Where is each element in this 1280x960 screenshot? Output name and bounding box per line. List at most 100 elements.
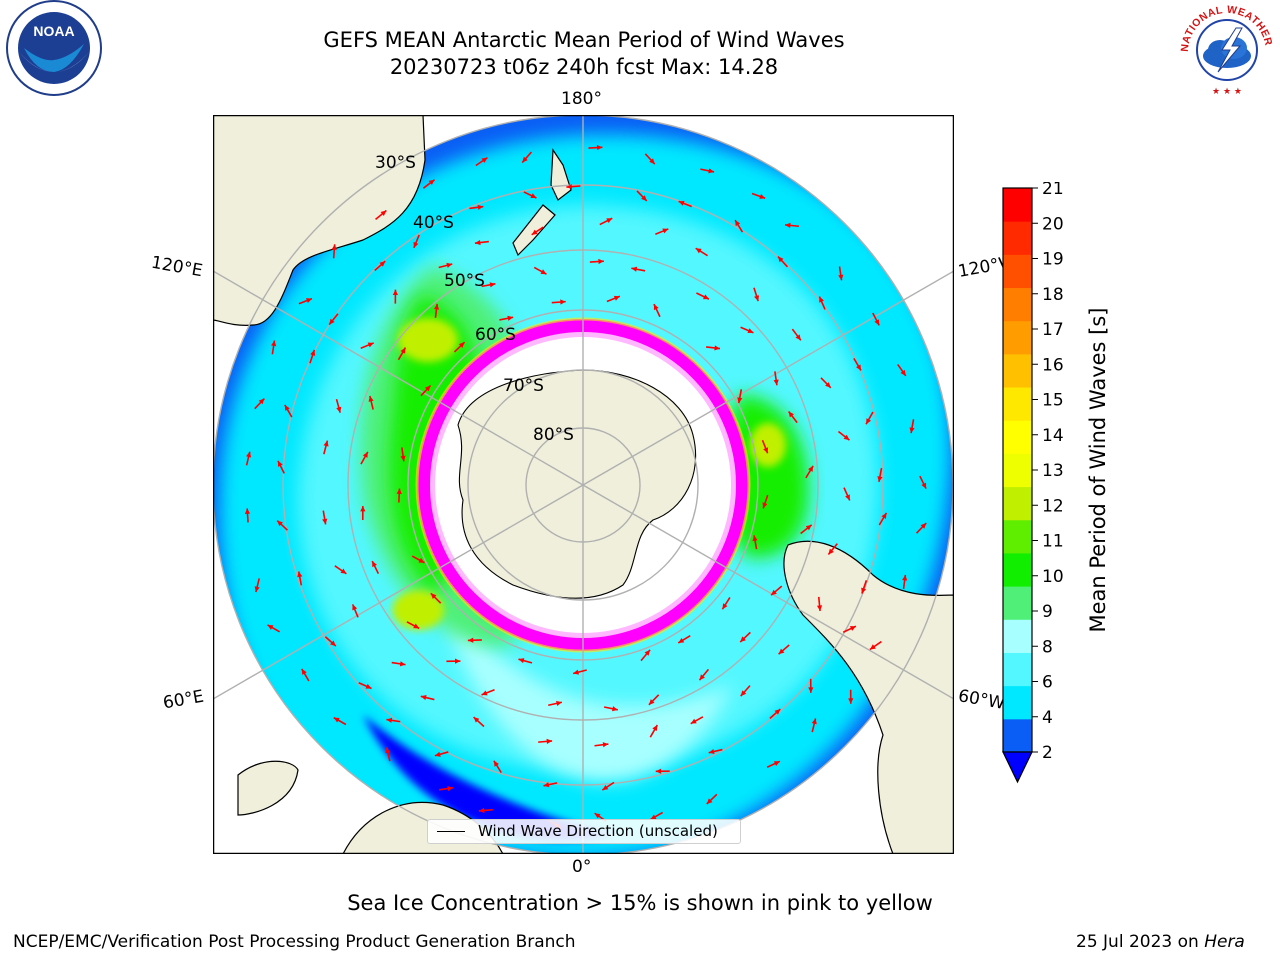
- colorbar-band: [1003, 387, 1032, 421]
- wave-direction-arrowhead: [722, 603, 728, 610]
- wave-direction-arrowhead: [573, 669, 580, 675]
- wave-direction-arrowhead: [560, 299, 566, 305]
- wave-direction-arrowhead: [866, 418, 872, 425]
- wave-direction-arrowhead: [678, 637, 685, 643]
- colorbar-tick-label: 10: [1042, 567, 1064, 587]
- colorbar-band: [1003, 718, 1032, 753]
- nws-logo: NATIONAL WEATHER SERVICE ★ ★ ★: [1174, 0, 1275, 98]
- colorbar-band: [1003, 254, 1032, 289]
- wave-direction-arrowhead: [773, 761, 780, 766]
- wave-direction-arrowhead: [735, 220, 741, 227]
- wave-direction-arrowhead: [246, 451, 252, 458]
- wave-direction-arrowhead: [474, 239, 481, 246]
- colorbar-band: [1003, 652, 1032, 687]
- wave-direction-arrowhead: [489, 282, 496, 288]
- credit-right: 25 Jul 2023 on Hera: [1076, 932, 1245, 952]
- wave-direction-arrowhead: [323, 440, 329, 447]
- wave-direction-arrowhead: [352, 604, 358, 611]
- wave-direction-arrowhead: [454, 658, 461, 664]
- map-border: [213, 115, 954, 854]
- colorbar-band: [1003, 619, 1032, 653]
- wave-direction-arrowhead: [845, 494, 850, 501]
- colorbar-band: [1003, 486, 1032, 521]
- wave-direction-arrowhead: [828, 548, 834, 555]
- colorbar-tick-label: 15: [1042, 391, 1064, 411]
- wave-direction-arrowhead: [424, 385, 431, 392]
- wave-direction-arrowhead: [644, 649, 651, 656]
- wave-direction-arrowhead: [788, 411, 794, 418]
- colorbar-band: [1003, 287, 1032, 322]
- wave-direction-arrowhead: [447, 785, 454, 792]
- wave-direction-arrowhead: [379, 261, 386, 267]
- lon-label-120e: 120°E: [149, 252, 205, 282]
- noaa-logo-text: NOAA: [33, 23, 74, 39]
- colorbar-underflow: [1002, 751, 1033, 784]
- graticule: [213, 115, 954, 854]
- colorbar-band: [1003, 519, 1032, 554]
- lon-label-60e: 60°E: [161, 686, 206, 714]
- wave-direction-arrowhead: [825, 382, 831, 388]
- sea-ice-note: Sea Ice Concentration > 15% is shown in …: [347, 891, 933, 915]
- wave-direction-arrowhead: [695, 248, 702, 254]
- wave-direction-arrowhead: [702, 294, 709, 300]
- wave-direction-arrowhead: [920, 523, 927, 529]
- polar-map[interactable]: 30°S 40°S 50°S 60°S 70°S 80°S: [213, 115, 954, 854]
- wave-direction-arrowhead: [752, 535, 758, 542]
- wave-direction-arrowhead: [653, 304, 659, 311]
- wave-direction-arrowhead: [362, 451, 368, 458]
- wave-direction-arrowhead: [430, 593, 437, 599]
- wave-direction-arrowhead: [650, 814, 657, 820]
- wave-direction-arrowhead: [310, 349, 316, 356]
- wave-direction-arrowhead: [819, 296, 824, 303]
- wave-direction-arrowhead: [602, 784, 609, 791]
- wave-direction-arrowhead: [522, 156, 528, 163]
- wave-direction-arrowhead: [546, 738, 553, 744]
- colorbar-tick-label: 18: [1042, 285, 1064, 305]
- wave-direction-arrowhead: [467, 637, 474, 643]
- wave-direction-arrowhead: [372, 561, 377, 568]
- wave-direction-arrowhead: [267, 624, 274, 630]
- colorbar-tick-label: 2: [1042, 743, 1053, 763]
- wave-direction-arrowhead: [530, 193, 537, 199]
- credit-left: NCEP/EMC/Verification Post Processing Pr…: [13, 932, 576, 952]
- wave-direction-arrowhead: [714, 345, 720, 351]
- legend-label: Wind Wave Direction (unscaled): [478, 822, 718, 840]
- wave-direction-arrowhead: [556, 700, 562, 706]
- credit-host: Hera: [1204, 932, 1245, 952]
- wave-direction-arrowhead: [874, 319, 880, 326]
- colorbar-tick-label: 14: [1042, 426, 1064, 446]
- wave-direction-arrowhead: [254, 586, 260, 593]
- colorbar-band: [1003, 320, 1032, 355]
- wave-direction-arrowhead: [478, 807, 485, 814]
- wave-direction-arrowhead: [641, 195, 647, 201]
- wave-direction-arrowhead: [271, 340, 277, 347]
- colorbar-band: [1003, 552, 1032, 587]
- wave-direction-arrowhead: [400, 347, 406, 354]
- wave-direction-arrowhead: [759, 193, 766, 199]
- wave-direction-arrowhead: [330, 640, 336, 647]
- wave-direction-arrowhead: [434, 751, 441, 757]
- wave-direction-arrowhead: [368, 395, 374, 402]
- antarctica: [457, 369, 697, 599]
- wave-direction-arrowhead: [481, 157, 488, 163]
- wave-direction-arrowhead: [795, 334, 801, 341]
- colorbar-tick-label: 8: [1042, 637, 1053, 657]
- wave-direction-arrowhead: [433, 303, 440, 310]
- wave-direction-arrowhead: [740, 690, 747, 697]
- colorbar-label: Mean Period of Wind Waves [s]: [1086, 307, 1110, 633]
- wave-direction-arrowhead: [420, 695, 427, 701]
- wave-direction-arrowhead: [518, 658, 525, 664]
- lat-label-80s: 80°S: [533, 425, 574, 445]
- lat-label-50s: 50°S: [444, 271, 485, 291]
- legend-line-icon: [437, 831, 465, 832]
- wave-direction-arrowhead: [428, 179, 435, 186]
- wave-direction-arrowhead: [596, 144, 603, 151]
- wave-direction-arrowhead: [921, 482, 927, 489]
- colorbar-tick-label: 17: [1042, 320, 1064, 340]
- wave-direction-arrowhead: [277, 520, 283, 527]
- wave-direction-arrowhead: [305, 298, 312, 304]
- wave-direction-arrowhead: [762, 502, 768, 509]
- wave-direction-arrowhead: [277, 460, 283, 467]
- colorbar-tick-label: 20: [1042, 214, 1064, 234]
- wave-direction-arrowhead: [244, 508, 251, 515]
